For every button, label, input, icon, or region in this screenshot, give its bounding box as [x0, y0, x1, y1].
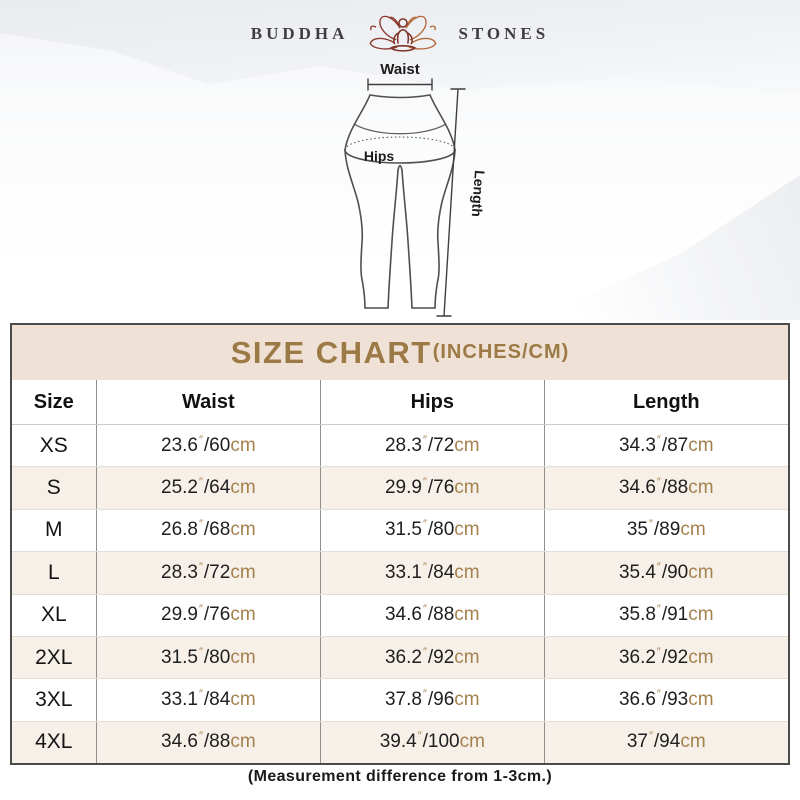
hips-label: Hips [364, 148, 395, 164]
size-cell: S [12, 467, 97, 509]
size-cell: M [12, 509, 97, 552]
size-cell: 4XL [12, 721, 97, 763]
table-row: XS 23.6 ″/60 cm 28.3 ″/72 cm 34.3 ″/87 cm [12, 425, 788, 467]
hips-cell: 28.3 ″/72 cm [320, 425, 543, 467]
table-row: M 26.8 ″/68 cm 31.5 ″/80 cm 35 ″/89 cm [12, 508, 788, 552]
length-cell: 35 ″/89 cm [543, 509, 788, 552]
table-row: 2XL 31.5 ″/80 cm 36.2 ″/92 cm 36.2 ″/92 cm [12, 635, 788, 679]
waist-cell: 31.5 ″/80 cm [161, 645, 256, 668]
size-cell: L [12, 552, 97, 594]
waist-cell: 28.3 ″/72 cm [161, 560, 256, 583]
table-row: 3XL 33.1 ″/84 cm 37.8 ″/96 cm 36.6 ″/93 cm [12, 678, 788, 721]
table-header-row: Size Waist Hips Length [12, 380, 788, 425]
hips-cell: 34.6 ″/88 cm [320, 594, 543, 636]
brand-word-right: STONES [458, 24, 550, 43]
size-chart-title: SIZE CHART (INCHES/CM) [12, 325, 788, 380]
table-row: L 28.3 ″/72 cm 33.1 ″/84 cm 35.4 ″/90 cm [12, 551, 788, 594]
waist-cell: 33.1 ″/84 cm [161, 687, 256, 710]
size-cell: XS [12, 425, 97, 467]
size-cell: 2XL [12, 636, 97, 679]
waist-label: Waist [380, 61, 419, 78]
column-header-length: Length [543, 380, 788, 424]
table-row: 4XL 34.6 ″/88 cm 39.4 ″/100 cm 37 ″/94 cm [12, 720, 788, 763]
size-chart-title-units: (INCHES/CM) [432, 341, 570, 363]
column-header-size: Size [12, 380, 97, 424]
hips-cell: 33.1 ″/84 cm [320, 552, 543, 594]
column-header-hips: Hips [320, 380, 543, 424]
hips-cell: 31.5 ″/80 cm [320, 509, 543, 552]
table-row: XL 29.9 ″/76 cm 34.6 ″/88 cm 35.8 ″/91 cm [12, 593, 788, 636]
size-chart-title-text: SIZE CHART [230, 334, 432, 370]
hips-cell: 36.2 ″/92 cm [320, 636, 543, 679]
waist-measure-line [367, 78, 433, 91]
table-body: XS 23.6 ″/60 cm 28.3 ″/72 cm 34.3 ″/87 cm S 25.2 ″/6… [12, 425, 788, 763]
waist-cell: 25.2 ″/64 cm [161, 476, 256, 499]
lotus-meditation-icon [369, 15, 437, 52]
length-cell: 37 ″/94 cm [543, 721, 788, 763]
size-cell: XL [12, 594, 97, 636]
hips-cell: 37.8 ″/96 cm [320, 679, 543, 721]
measurement-note: (Measurement difference from 1-3cm.) [247, 768, 553, 785]
length-cell: 36.6 ″/93 cm [543, 679, 788, 721]
hips-cell: 29.9 ″/76 cm [320, 467, 543, 509]
waist-cell: 26.8 ″/68 cm [161, 518, 256, 541]
waist-cell: 23.6 ″/60 cm [161, 433, 256, 456]
length-measure-line [436, 88, 466, 317]
column-header-waist: Waist [182, 390, 235, 413]
table-row: S 25.2 ″/64 cm 29.9 ″/76 cm 34.6 ″/88 cm [12, 466, 788, 509]
length-label: Length [469, 170, 488, 218]
length-cell: 36.2 ″/92 cm [543, 636, 788, 679]
hips-cell: 39.4 ″/100 cm [320, 721, 543, 763]
leggings-outline [344, 94, 456, 309]
length-cell: 35.4 ″/90 cm [543, 552, 788, 594]
waist-cell: 29.9 ″/76 cm [161, 603, 256, 626]
length-cell: 34.6 ″/88 cm [543, 467, 788, 509]
length-cell: 35.8 ″/91 cm [543, 594, 788, 636]
size-cell: 3XL [12, 679, 97, 721]
brand-word-left: BUDDHA [250, 24, 349, 43]
length-cell: 34.3 ″/87 cm [543, 425, 788, 467]
size-chart-table: SIZE CHART (INCHES/CM) Size Waist Hips Le… [10, 323, 790, 765]
leggings-measurement-diagram: Waist Hips Length [344, 61, 488, 317]
waist-cell: 34.6 ″/88 cm [161, 730, 256, 753]
brand-header: BUDDHA [0, 6, 800, 62]
